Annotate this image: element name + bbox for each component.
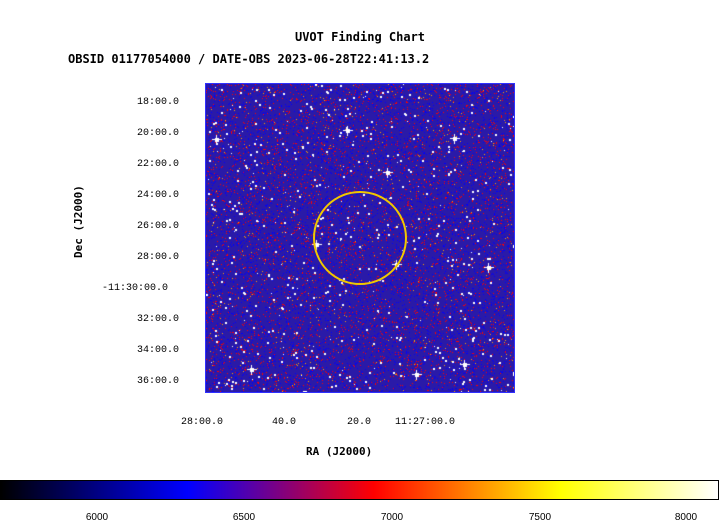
colorbar-tick-label: 6500	[232, 512, 256, 523]
colorbar-tick-label: 8000	[674, 512, 698, 523]
dec-tick-label: 34:00.0	[136, 345, 179, 356]
x-axis-label: RA (J2000)	[306, 445, 373, 458]
dec-tick-label: 32:00.0	[136, 314, 179, 325]
dec-tick-label: 36:00.0	[136, 376, 179, 387]
dec-tick-label: 26:00.0	[136, 221, 179, 232]
sky-image-canvas	[206, 84, 514, 392]
sky-image	[205, 83, 515, 393]
colorbar-tick-label: 6000	[85, 512, 109, 523]
region-overlay	[313, 191, 407, 285]
source-region-circle	[313, 191, 407, 285]
dec-tick-label: 18:00.0	[136, 97, 179, 108]
colorbar-tick-label: 7500	[528, 512, 552, 523]
dec-tick-label: 24:00.0	[136, 190, 179, 201]
dec-tick-label: 22:00.0	[136, 159, 179, 170]
dec-tick-label: 20:00.0	[136, 128, 179, 139]
dec-tick-label: 28:00.0	[136, 252, 179, 263]
colorbar-tick-label: 7000	[380, 512, 404, 523]
chart-subtitle: OBSID 01177054000 / DATE-OBS 2023-06-28T…	[68, 52, 430, 66]
ra-tick-label: 40.0	[272, 417, 297, 428]
ra-tick-label: 11:27:00.0	[395, 417, 456, 428]
ra-tick-label: 28:00.0	[181, 417, 224, 428]
y-axis-label: Dec (J2000)	[72, 185, 85, 258]
dec-tick-label: -11:30:00.0	[101, 283, 168, 294]
colorbar	[0, 480, 719, 500]
ra-tick-label: 20.0	[347, 417, 372, 428]
chart-title: UVOT Finding Chart	[294, 30, 426, 44]
